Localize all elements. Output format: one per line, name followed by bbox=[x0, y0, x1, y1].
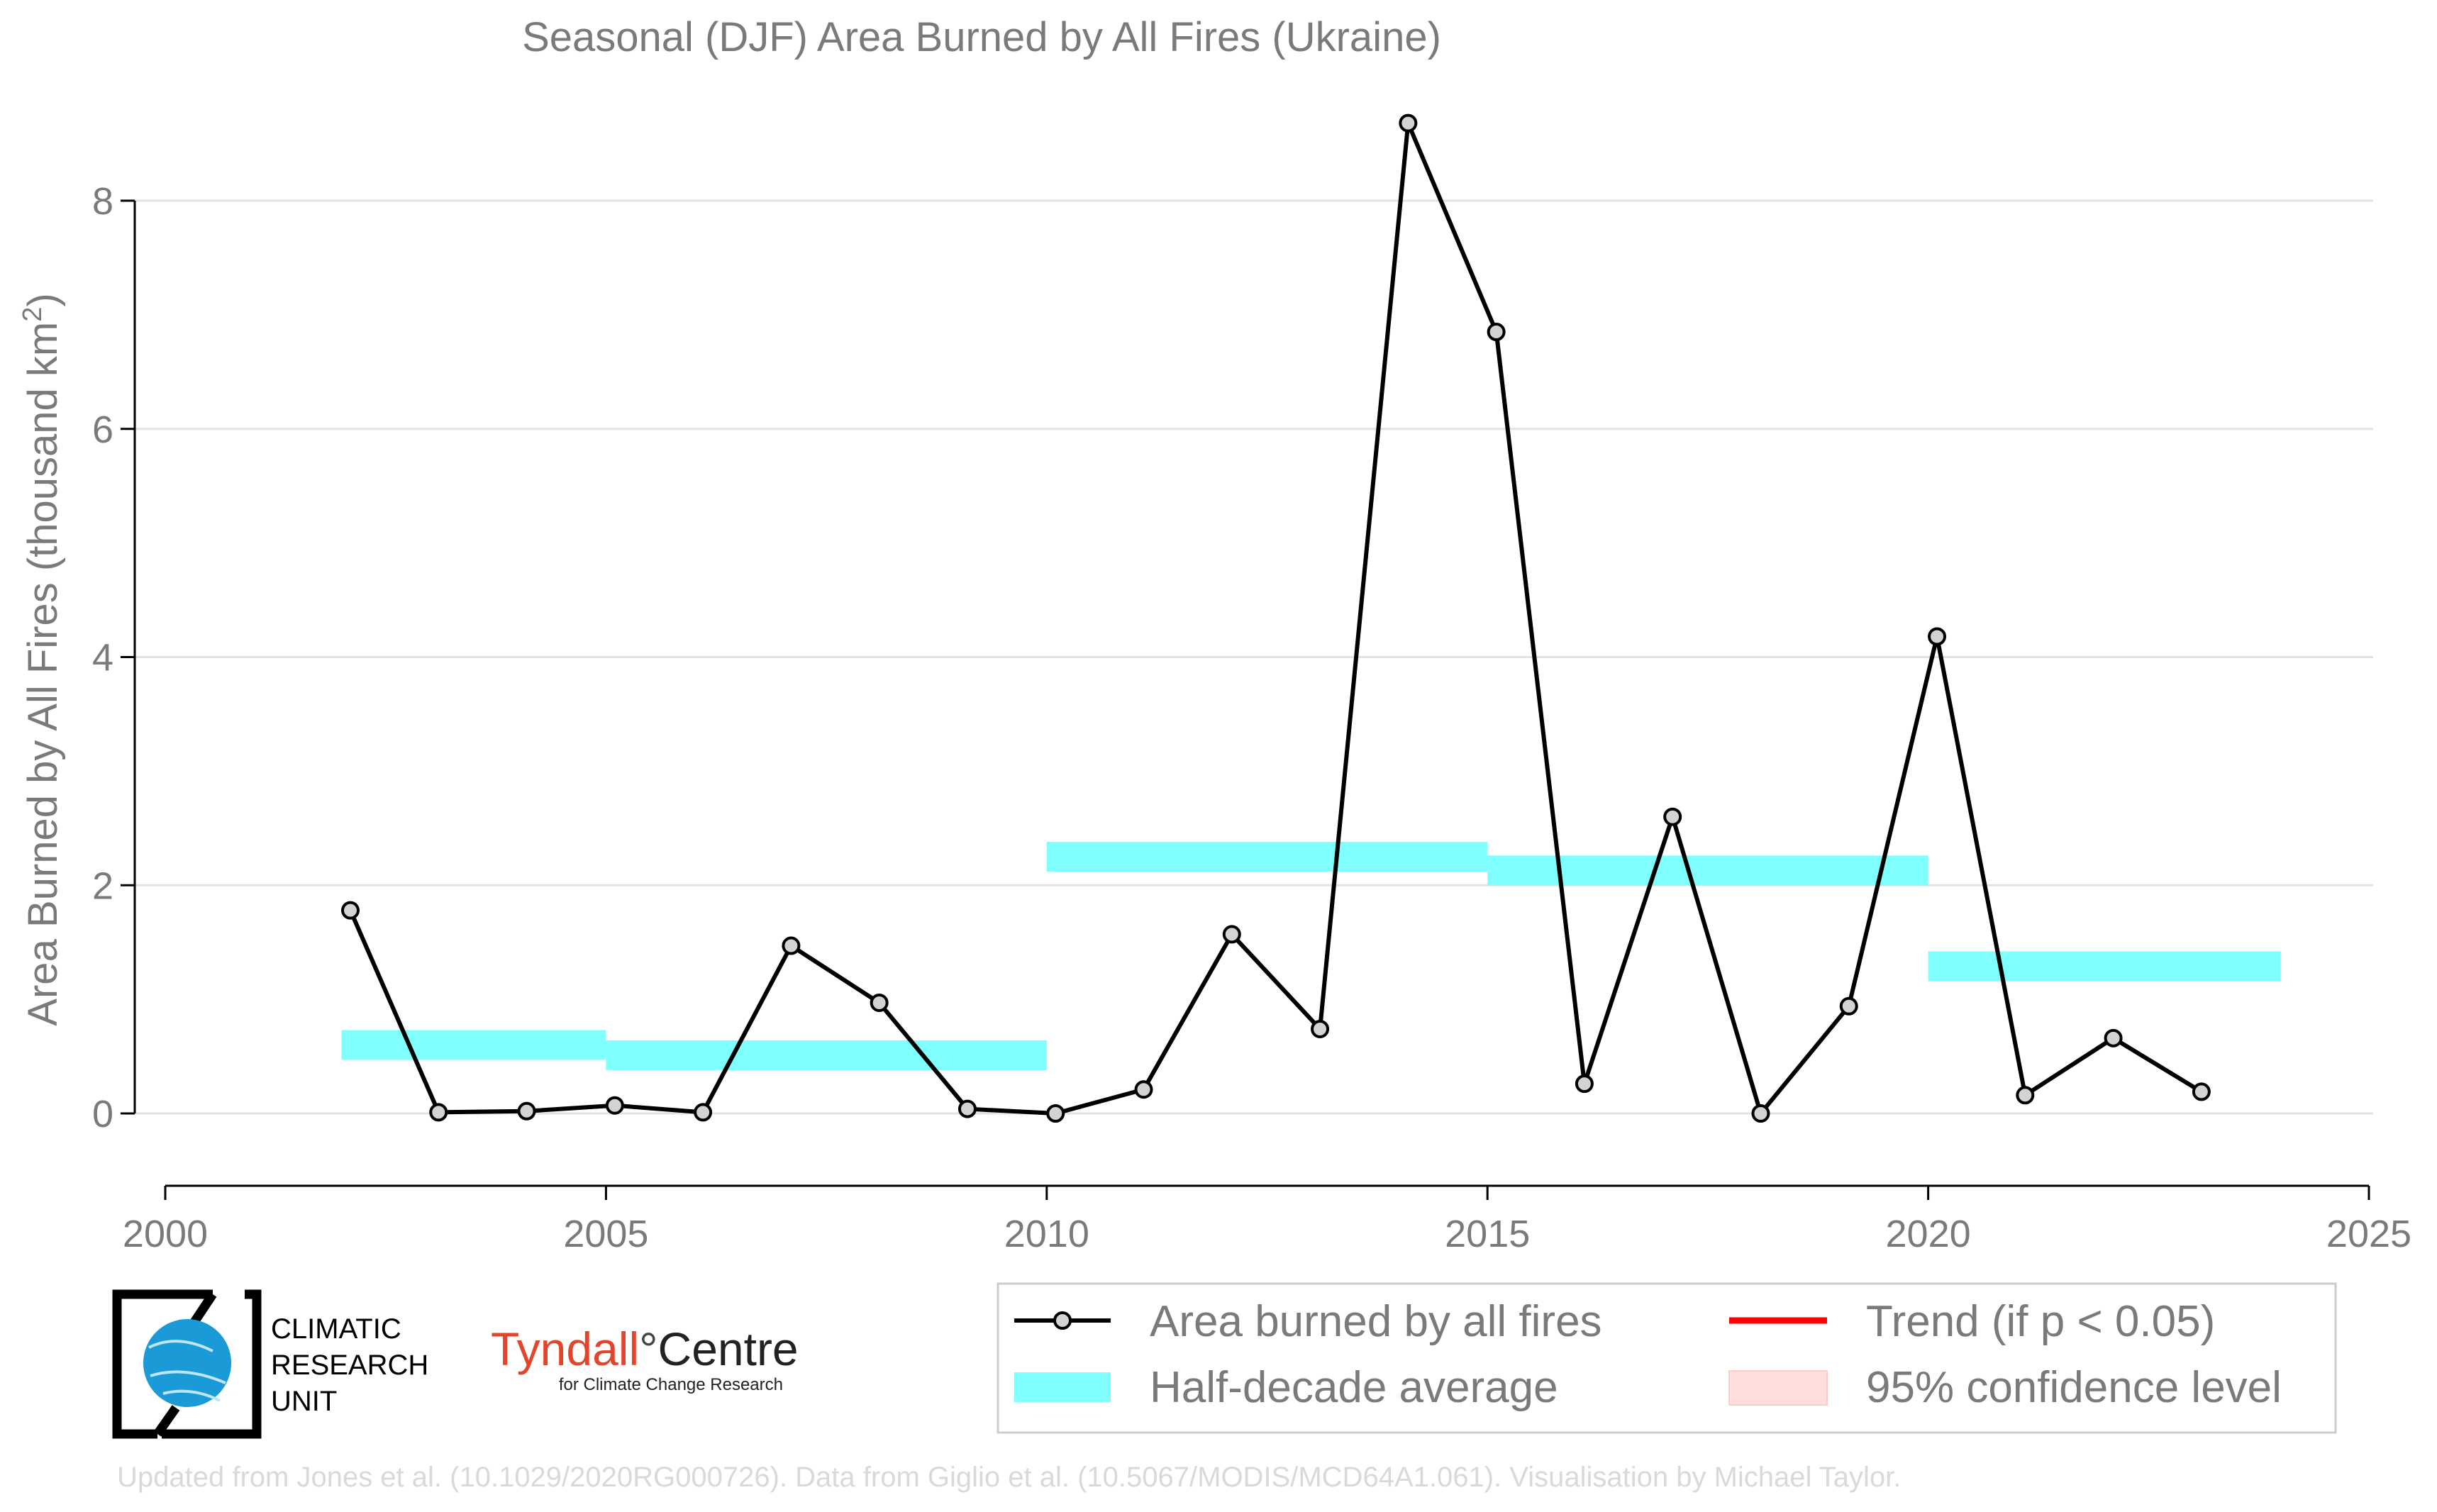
legend: Area burned by all fires Trend (if p < 0… bbox=[997, 1282, 2337, 1434]
x-tick-label: 2005 bbox=[563, 1213, 648, 1255]
half-decade-bar bbox=[606, 1040, 1047, 1070]
cru-line-3: UNIT bbox=[271, 1386, 337, 1417]
gridlines bbox=[135, 199, 2373, 1115]
legend-label-area-burned: Area burned by all fires bbox=[1150, 1297, 1602, 1346]
data-point bbox=[1928, 627, 1947, 646]
y-axis-label-superscript: 2 bbox=[18, 307, 48, 322]
x-tick-label: 2020 bbox=[1886, 1213, 1971, 1255]
cru-bracket-left bbox=[112, 1289, 213, 1439]
tyndall-degree: ° bbox=[639, 1323, 657, 1375]
data-point bbox=[1487, 323, 1506, 342]
data-point bbox=[1134, 1080, 1153, 1099]
legend-confidence-icon bbox=[1728, 1370, 1828, 1406]
tyndall-subtitle: for Climate Change Research bbox=[559, 1375, 783, 1394]
data-point bbox=[605, 1096, 624, 1115]
y-tick-label: 8 bbox=[92, 180, 113, 223]
half-decade-bar bbox=[341, 1030, 606, 1060]
data-point bbox=[957, 1099, 977, 1118]
cru-line-1: CLIMATIC bbox=[271, 1313, 401, 1345]
y-axis-label-close: ) bbox=[20, 293, 66, 306]
cru-bracket-right bbox=[162, 1289, 262, 1439]
half-decade-bar bbox=[1928, 951, 2281, 982]
data-point bbox=[1663, 807, 1682, 826]
series-area-burned bbox=[340, 113, 2211, 1123]
series-line bbox=[348, 121, 2203, 1116]
data-point bbox=[1046, 1104, 1065, 1123]
data-point bbox=[2104, 1028, 2123, 1047]
y-tick-label: 6 bbox=[92, 408, 113, 451]
data-point bbox=[694, 1103, 713, 1122]
y-axis-label: Area Burned by All Fires (thousand km2) bbox=[18, 293, 66, 1025]
cru-logo: CLIMATIC RESEARCH UNIT bbox=[112, 1289, 428, 1439]
data-point bbox=[1222, 925, 1241, 944]
legend-label-trend: Trend (if p < 0.05) bbox=[1866, 1297, 2215, 1346]
half-decade-bar bbox=[1487, 855, 1928, 886]
legend-box bbox=[997, 1282, 2337, 1434]
data-point bbox=[1839, 996, 1858, 1016]
data-point bbox=[340, 901, 360, 920]
globe-icon bbox=[143, 1319, 231, 1407]
legend-band-icon bbox=[1014, 1372, 1111, 1402]
y-tick-label: 4 bbox=[92, 637, 113, 679]
data-point bbox=[1399, 113, 1418, 133]
x-tick-label: 2015 bbox=[1445, 1213, 1530, 1255]
x-tick-label: 2010 bbox=[1004, 1213, 1089, 1255]
data-point bbox=[429, 1103, 448, 1122]
data-point bbox=[1575, 1074, 1594, 1094]
data-point bbox=[1311, 1019, 1330, 1038]
data-point bbox=[2016, 1086, 2035, 1105]
data-point bbox=[870, 993, 889, 1012]
tyndall-name: Tyndall°Centre bbox=[491, 1323, 799, 1375]
data-point bbox=[782, 936, 801, 955]
y-tick-label: 2 bbox=[92, 865, 113, 907]
x-tick-label: 2025 bbox=[2326, 1213, 2411, 1255]
y-ticks: 0 2 4 6 8 bbox=[92, 180, 135, 1135]
tyndall-logo: Tyndall°Centre for Climate Change Resear… bbox=[491, 1323, 799, 1394]
y-tick-label: 0 bbox=[92, 1093, 113, 1135]
x-ticks: 2000 2005 2010 2015 2020 2025 bbox=[123, 1186, 2411, 1255]
half-decade-bar bbox=[1046, 842, 1488, 872]
y-axis-label-main: Area Burned by All Fires (thousand km bbox=[20, 322, 66, 1026]
data-point bbox=[517, 1101, 536, 1121]
tyndall-word: Tyndall bbox=[491, 1323, 639, 1375]
legend-label-half-decade: Half-decade average bbox=[1150, 1363, 1558, 1412]
cru-line-2: RESEARCH bbox=[271, 1350, 428, 1381]
legend-marker-icon bbox=[1053, 1311, 1072, 1330]
x-tick-label: 2000 bbox=[123, 1213, 208, 1255]
credit-text: Updated from Jones et al. (10.1029/2020R… bbox=[117, 1462, 1901, 1493]
tyndall-centre: Centre bbox=[658, 1323, 799, 1375]
half-decade-average-bands bbox=[341, 842, 2281, 1070]
data-point bbox=[2192, 1082, 2211, 1101]
legend-label-confidence: 95% confidence level bbox=[1866, 1363, 2282, 1412]
data-point bbox=[1751, 1104, 1770, 1123]
chart-title: Seasonal (DJF) Area Burned by All Fires … bbox=[522, 14, 1441, 60]
